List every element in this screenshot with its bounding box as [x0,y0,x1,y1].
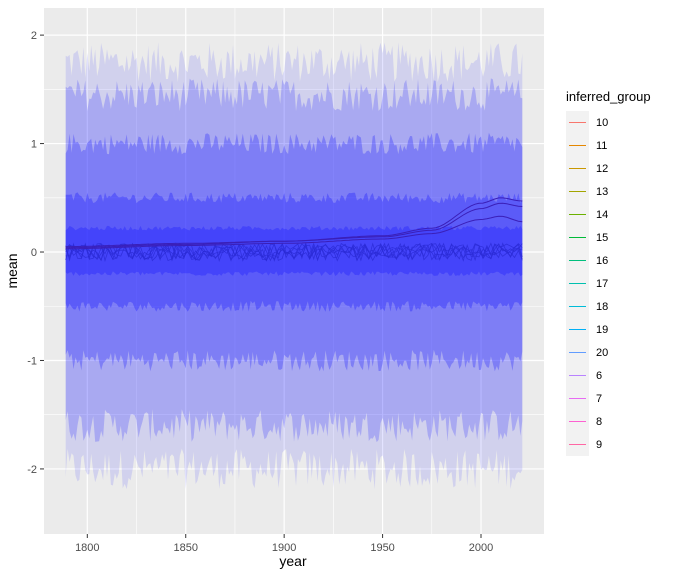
noisy-series-line [65,242,523,262]
band-inner [65,192,523,312]
noisy-series-line [65,242,523,262]
legend-label: 18 [596,301,608,313]
uncertainty-bands [65,42,523,490]
legend-label: 17 [596,278,608,290]
axes: 1800 1850 1900 1950 2000 -2 -1 0 1 2 [27,30,493,554]
y-axis-title: mean [4,253,20,288]
legend: inferred_group 10 11 12 13 14 15 16 17 18 19 20 6 7 8… [566,89,651,456]
trend-c-line [65,215,523,250]
legend-title: inferred_group [566,89,651,104]
band-outer [65,42,523,490]
y-tick-label: 0 [31,247,37,259]
legend-label: 16 [596,255,608,267]
legend-label: 10 [596,117,608,129]
legend-label: 14 [596,209,608,221]
band-mid [65,132,523,372]
grid-lines [44,8,544,534]
x-axis-title: year [279,553,307,569]
x-tick-label: 1850 [173,542,197,554]
y-tick-label: 1 [31,139,37,151]
trend-b-line [65,202,523,249]
legend-label: 11 [596,140,607,152]
x-tick-label: 1950 [370,542,394,554]
legend-label: 9 [596,439,602,451]
legend-label: 20 [596,347,608,359]
legend-label: 6 [596,370,602,382]
band-wide [65,78,523,443]
legend-label: 7 [596,393,602,405]
x-tick-label: 1900 [272,542,296,554]
legend-label: 12 [596,163,608,175]
legend-label: 13 [596,186,608,198]
y-tick-label: -1 [27,355,37,367]
legend-label: 19 [596,324,608,336]
y-tick-label: 2 [31,30,37,42]
x-tick-label: 2000 [469,542,493,554]
legend-label: 8 [596,416,602,428]
x-tick-label: 1800 [75,542,99,554]
plot-panel [44,8,544,534]
legend-label: 15 [596,232,608,244]
y-tick-label: -2 [27,464,37,476]
band-core [65,225,523,276]
series-lines [65,197,523,263]
